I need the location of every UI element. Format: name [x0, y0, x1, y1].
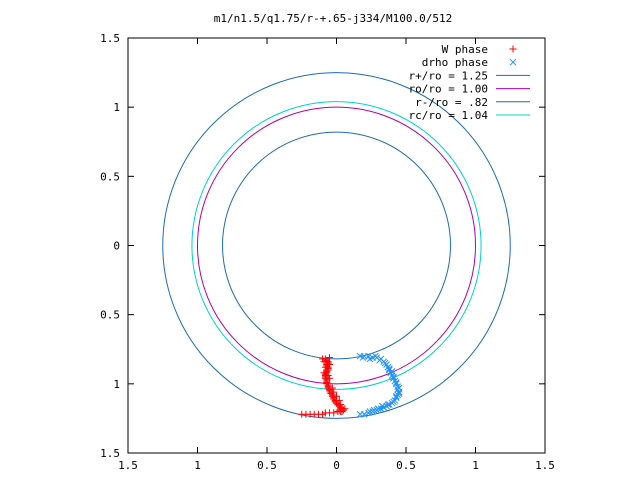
- w-phase-point: [335, 396, 343, 404]
- y-tick-label: 0: [113, 240, 120, 253]
- radius-circles: [162, 72, 511, 419]
- drho-phase-point: [392, 379, 400, 386]
- legend-label: r+/ro = 1.25: [409, 69, 488, 82]
- x-tick-label: 1: [472, 459, 479, 472]
- w-phase-point: [326, 360, 334, 368]
- legend-label: ro/ro = 1.00: [409, 83, 488, 96]
- w-phase-point: [326, 374, 334, 382]
- drho-phase-point: [376, 356, 383, 364]
- legend-label: drho phase: [422, 56, 488, 69]
- drho-phase-point: [390, 398, 397, 406]
- x-tick-label: 0.5: [257, 459, 277, 472]
- drho-phase-point: [359, 354, 367, 361]
- w-phase-point: [333, 392, 340, 400]
- w-phase-point: [320, 369, 328, 377]
- radius-circle: [222, 131, 451, 360]
- radius-circle: [197, 106, 476, 385]
- drho-phase-point: [390, 373, 397, 381]
- axis-ticks: [127, 37, 546, 454]
- drho-phase-point: [366, 408, 374, 415]
- chart-title: m1/n1.5/q1.75/r-+.65-j334/M100.0/512: [214, 12, 452, 25]
- y-tick-label: 1: [113, 101, 120, 114]
- y-tick-label: 1.5: [100, 447, 120, 460]
- drho-phase-point: [388, 368, 396, 375]
- radius-circle: [191, 101, 482, 390]
- drho-phase-point: [392, 392, 400, 400]
- drho-phase-point: [356, 410, 364, 418]
- data-markers: [298, 352, 403, 418]
- x-tick-label: 1: [194, 459, 201, 472]
- legend-label: W phase: [442, 43, 488, 56]
- drho-phase-point: [374, 405, 382, 413]
- x-tick-label: 0.5: [396, 459, 416, 472]
- radius-circle: [162, 72, 511, 419]
- w-phase-point: [326, 354, 334, 362]
- legend-marker: [509, 45, 517, 53]
- w-phase-point: [335, 406, 343, 414]
- x-tick-labels: 1.5 1 0.5 0 0.5 1 1.5: [118, 459, 555, 472]
- w-phase-point: [328, 384, 336, 392]
- x-tick-label: 1.5: [535, 459, 555, 472]
- drho-phase-point: [379, 402, 386, 410]
- y-tick-label: 1.5: [100, 32, 120, 45]
- y-tick-label: 1: [113, 378, 120, 391]
- w-phase-point: [320, 358, 328, 366]
- w-phase-point: [330, 409, 338, 417]
- w-phase-point: [330, 388, 338, 396]
- legend-label: r-/ro = .82: [415, 96, 488, 109]
- legend-label: rc/ro = 1.04: [409, 109, 489, 122]
- drho-phase-point: [370, 406, 378, 414]
- drho-phase-point: [395, 384, 403, 392]
- x-tick-label: 1.5: [118, 459, 138, 472]
- w-phase-point: [337, 401, 345, 409]
- drho-phase-point: [384, 401, 392, 408]
- x-tick-label: 0: [333, 459, 340, 472]
- legend-marker: [509, 58, 517, 66]
- y-tick-label: 0.5: [100, 170, 120, 183]
- drho-phase-point: [381, 359, 389, 367]
- y-tick-label: 0.5: [100, 309, 120, 322]
- y-tick-labels: 1.5 1 0.5 0 0.5 1 1.5: [100, 32, 120, 460]
- drho-phase-point: [366, 355, 374, 363]
